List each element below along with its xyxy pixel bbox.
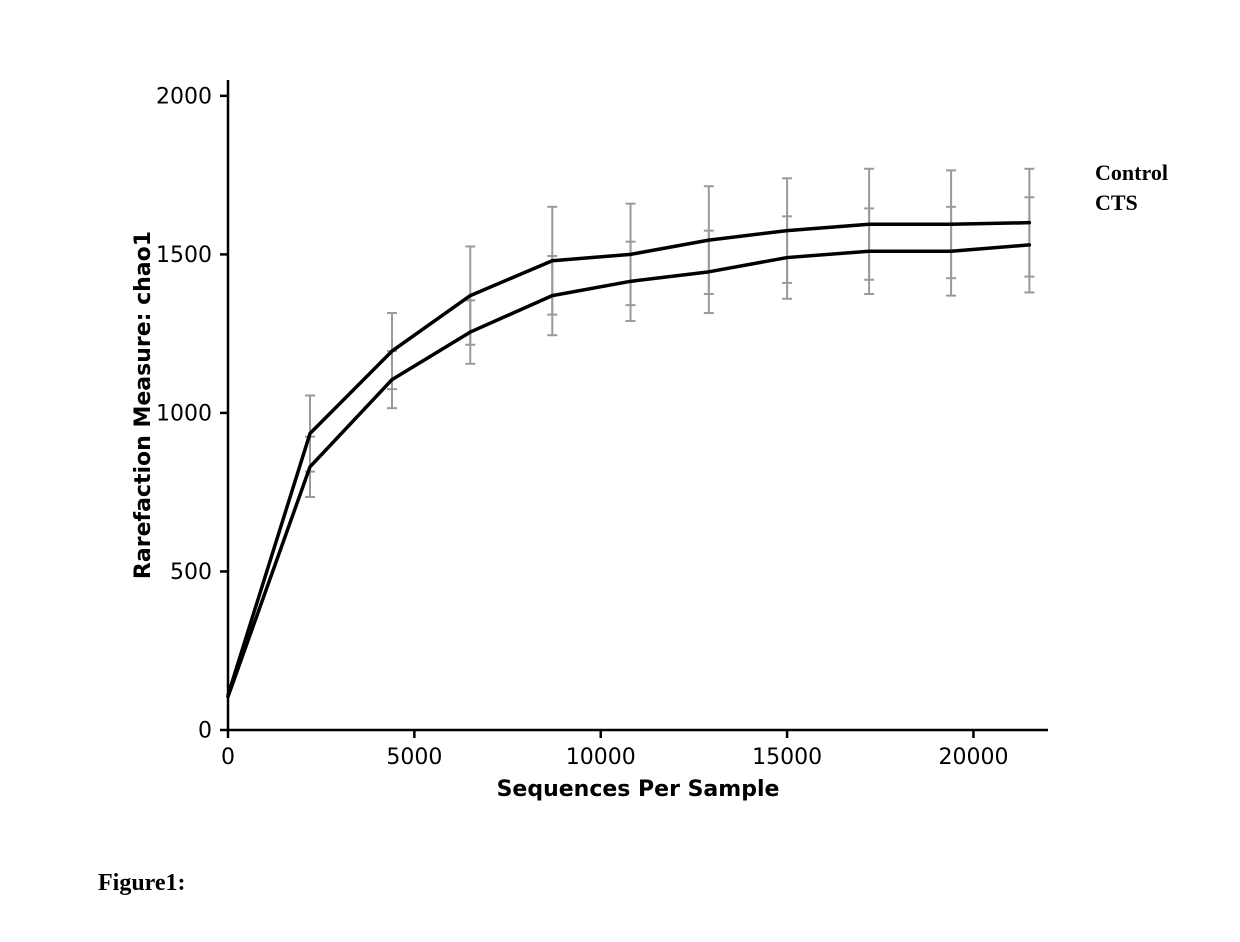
y-tick-label: 500 — [170, 560, 212, 585]
legend-label: CTS — [1095, 190, 1138, 215]
caption-text: Figure1: — [98, 870, 186, 896]
chart-legend: Control CTS — [1095, 158, 1168, 217]
chart-svg: 05000100001500020000Sequences Per Sample… — [80, 30, 1080, 830]
legend-entry-cts: CTS — [1095, 188, 1168, 218]
x-tick-label: 20000 — [938, 745, 1008, 770]
x-tick-label: 10000 — [566, 745, 636, 770]
page-root: 05000100001500020000Sequences Per Sample… — [0, 0, 1240, 942]
x-tick-label: 5000 — [386, 745, 442, 770]
y-tick-label: 1000 — [156, 402, 212, 427]
legend-label: Control — [1095, 160, 1168, 185]
figure-caption: Figure1: — [98, 870, 186, 897]
y-tick-label: 2000 — [156, 85, 212, 110]
legend-entry-control: Control — [1095, 158, 1168, 188]
x-tick-label: 0 — [221, 745, 235, 770]
y-tick-label: 1500 — [156, 243, 212, 268]
x-tick-label: 15000 — [752, 745, 822, 770]
y-axis-label: Rarefaction Measure: chao1 — [131, 231, 156, 579]
y-tick-label: 0 — [198, 719, 212, 744]
x-axis-label: Sequences Per Sample — [497, 777, 780, 802]
chart-background — [80, 30, 1080, 830]
rarefaction-chart: 05000100001500020000Sequences Per Sample… — [80, 30, 1080, 830]
